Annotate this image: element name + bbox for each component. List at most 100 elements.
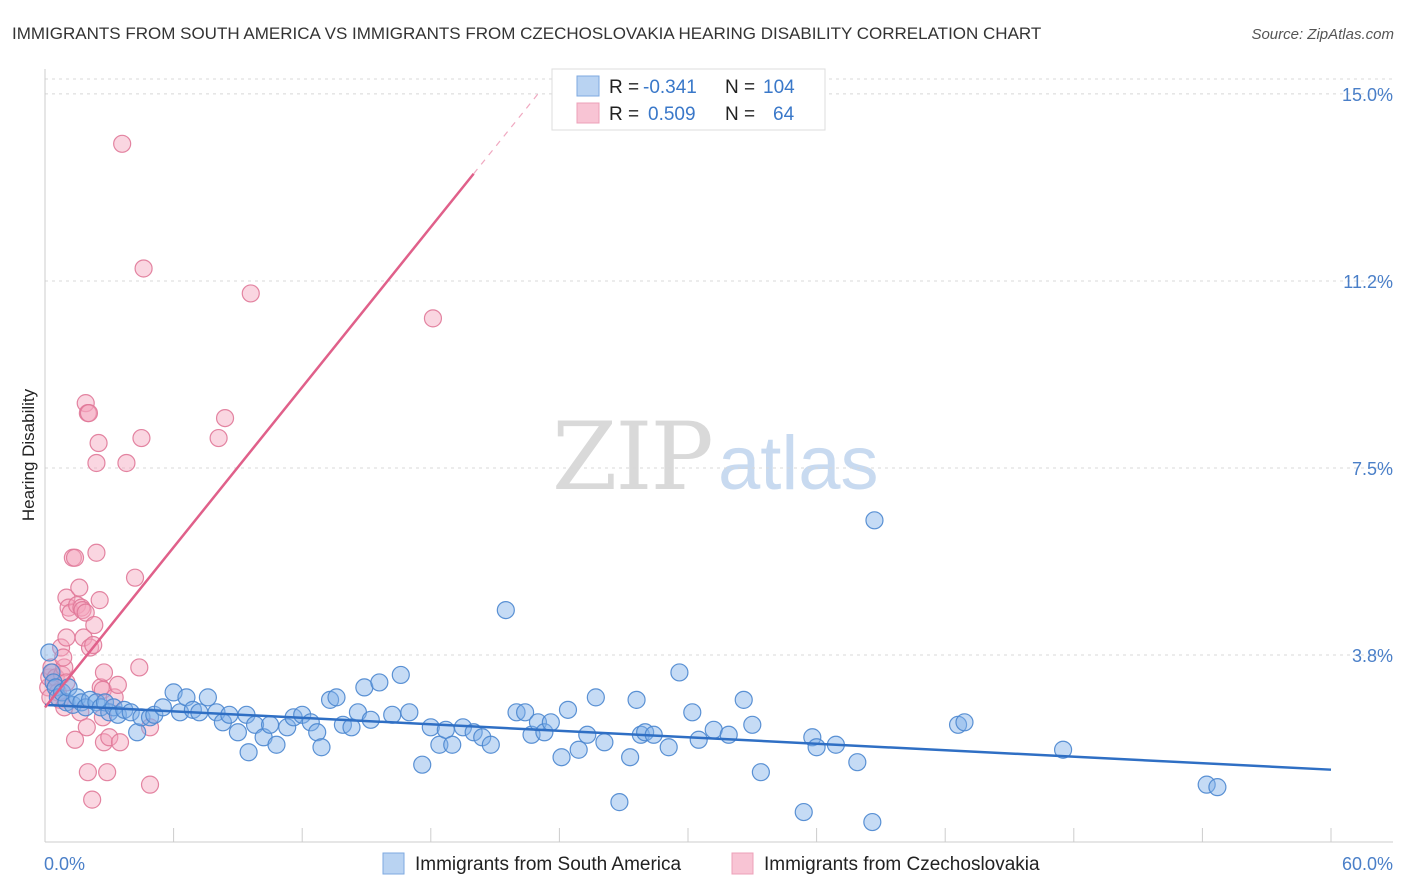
south-america-point-80 [595,733,614,752]
south-america-point-51 [342,718,361,737]
south-america-point-35 [228,723,247,742]
trend-lines [44,93,1332,771]
south-america-point-58 [400,703,419,722]
south-america-point-77 [569,740,588,759]
czechoslovakia-point-13 [54,648,73,667]
south-america-trend-line [44,703,1332,771]
czechoslovakia-point-53 [117,453,136,473]
south-america-point-41 [267,735,286,754]
south-america-point-96 [794,802,813,822]
south-america-point-94 [743,715,762,734]
czechoslovakia-point-63 [423,309,443,328]
czechoslovakia-point-38 [87,543,106,562]
legend-n-value-2: 64 [773,104,795,125]
watermark: ZIP atlas [552,403,879,512]
czechoslovakia-point-31 [79,404,99,423]
south-america-point-84 [627,690,646,709]
south-america-point-65 [464,723,483,742]
south-america-point-106 [1197,775,1216,794]
south-america-point-101 [863,812,882,832]
south-america-point-76 [558,700,578,719]
south-america-point-105 [1053,740,1073,759]
czechoslovakia-point-47 [98,763,117,782]
south-america-point-49 [327,688,346,707]
south-america-point-56 [383,705,402,724]
south-america-point-107 [1208,778,1227,797]
legend-r-value-2: 0.509 [648,104,696,125]
czechoslovakia-point-55 [132,428,151,448]
south-america-point-93 [734,690,753,709]
czechoslovakia-point-48 [100,728,119,747]
south-america-point-82 [621,748,640,767]
south-america-point-95 [751,763,770,782]
south-america-point-47 [312,738,331,757]
czechoslovakia-point-23 [70,578,89,597]
south-america-point-25 [153,698,172,717]
czechoslovakia-point-18 [57,628,76,647]
series-czechoslovakia-points [39,134,443,809]
south-america-point-70 [516,703,535,722]
south-america-point-40 [260,715,280,734]
czechoslovakia-point-33 [78,763,97,782]
south-america-point-60 [421,718,440,737]
czechoslovakia-point-61 [215,408,235,428]
bottom-legend-label-czechoslovakia: Immigrants from Czechoslovakia [764,854,1040,875]
legend-swatch-czechoslovakia [576,102,600,124]
legend-r-label-2: R = [609,104,639,125]
legend-box: R = -0.341 N = 104 R = 0.509 N = 64 [551,68,826,131]
bottom-legend: Immigrants from South America Immigrants… [382,852,1040,875]
south-america-point-68 [496,600,515,620]
south-america-point-63 [443,735,462,754]
x-tick-label-max: 60.0% [1342,854,1393,874]
axes [44,69,1393,843]
czechoslovakia-point-45 [94,663,114,682]
czechoslovakia-point-37 [85,615,104,635]
czechoslovakia-point-46 [94,733,114,752]
south-america-point-89 [683,703,702,722]
watermark-zip: ZIP [552,403,712,512]
south-america-point-37 [239,743,258,762]
y-tick-label-2: 7.5% [1352,459,1393,479]
czechoslovakia-point-56 [134,259,153,278]
south-america-point-102 [865,511,884,530]
watermark-atlas: atlas [718,421,879,506]
south-america-point-104 [955,713,974,732]
south-america-point-21 [128,723,147,742]
czechoslovakia-point-34 [80,638,100,657]
south-america-point-79 [586,688,605,707]
czechoslovakia-trend-extension [473,93,539,175]
south-america-point-81 [610,793,629,812]
y-tick-label-3: 3.8% [1352,646,1393,666]
legend-n-label-2: N = [725,104,755,125]
y-axis-label: Hearing Disability [19,388,38,521]
chart-source: Source: ZipAtlas.com [1251,26,1394,43]
south-america-point-98 [807,738,826,757]
south-america-point-87 [659,738,678,757]
czechoslovakia-point-40 [87,453,106,473]
south-america-point-67 [481,735,500,754]
czechoslovakia-point-20 [65,548,85,567]
south-america-point-90 [689,730,708,749]
czechoslovakia-point-32 [77,718,96,737]
czechoslovakia-point-41 [90,591,109,610]
series-south-america-points [40,511,1227,832]
south-america-point-75 [552,748,571,767]
czechoslovakia-trend-line [44,172,475,709]
czechoslovakia-point-27 [74,628,93,647]
legend-n-value-1: 104 [763,77,795,98]
czechoslovakia-point-54 [130,658,149,677]
czechoslovakia-point-52 [113,134,132,153]
czechoslovakia-point-51 [110,733,130,752]
czechoslovakia-point-62 [241,284,260,303]
y-tick-label-0: 15.0% [1342,85,1393,105]
czechoslovakia-point-39 [89,433,108,453]
bottom-legend-swatch-czechoslovakia [731,852,754,875]
south-america-point-59 [413,755,432,774]
czechoslovakia-point-21 [65,730,85,749]
south-america-point-57 [391,665,410,685]
legend-n-label-1: N = [725,77,755,98]
czechoslovakia-point-17 [61,603,80,622]
czechoslovakia-point-57 [140,775,160,794]
chart-title: IMMIGRANTS FROM SOUTH AMERICA VS IMMIGRA… [12,24,1041,43]
x-tick-label-min: 0.0% [44,854,85,874]
